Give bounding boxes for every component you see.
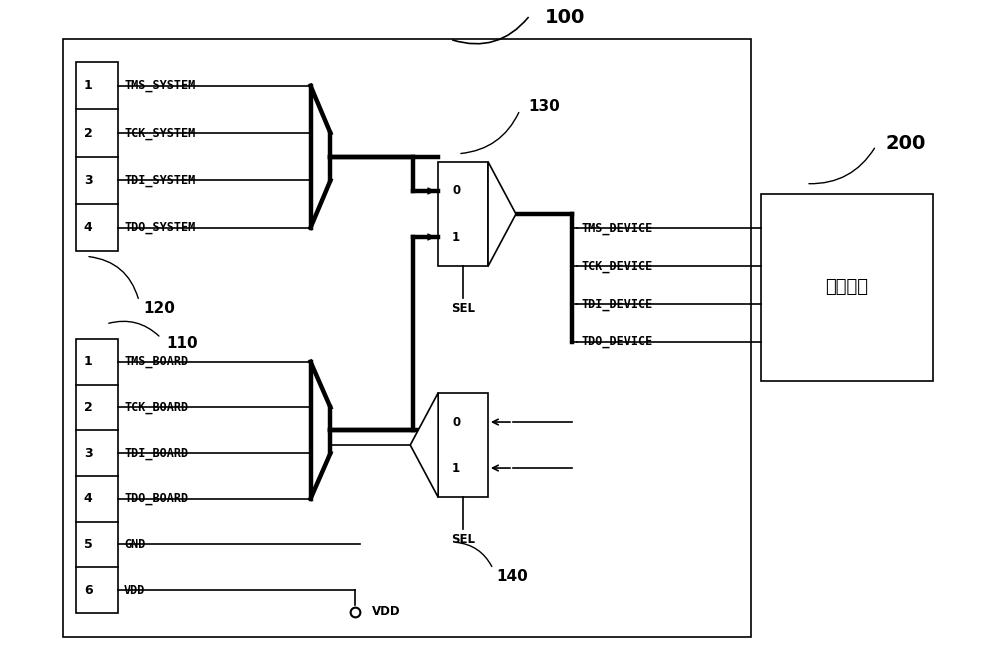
Text: TCK_SYSTEM: TCK_SYSTEM xyxy=(124,127,195,140)
Text: TDI_BOARD: TDI_BOARD xyxy=(124,447,188,460)
Text: TDO_DEVICE: TDO_DEVICE xyxy=(582,336,653,348)
Bar xyxy=(438,393,488,498)
Text: TMS_DEVICE: TMS_DEVICE xyxy=(582,222,653,235)
Bar xyxy=(63,39,751,637)
Text: 0: 0 xyxy=(452,184,460,198)
Text: 5: 5 xyxy=(84,538,93,551)
Text: 3: 3 xyxy=(84,447,92,460)
Text: TMS_BOARD: TMS_BOARD xyxy=(124,355,188,368)
Text: GND: GND xyxy=(124,538,145,551)
Bar xyxy=(76,339,118,613)
Text: TDO_BOARD: TDO_BOARD xyxy=(124,492,188,505)
Bar xyxy=(761,194,933,381)
Text: 待测器件: 待测器件 xyxy=(826,278,869,296)
Text: 140: 140 xyxy=(496,569,528,585)
Text: TCK_DEVICE: TCK_DEVICE xyxy=(582,260,653,273)
Text: TCK_BOARD: TCK_BOARD xyxy=(124,401,188,414)
Text: VDD: VDD xyxy=(124,583,145,597)
Text: SEL: SEL xyxy=(451,533,475,545)
Text: 3: 3 xyxy=(84,174,92,187)
Text: 130: 130 xyxy=(528,99,560,115)
Text: 4: 4 xyxy=(84,492,93,505)
Text: 4: 4 xyxy=(84,221,93,234)
Text: 1: 1 xyxy=(452,230,460,244)
Text: VDD: VDD xyxy=(372,605,401,619)
Text: 100: 100 xyxy=(545,8,585,27)
Text: 110: 110 xyxy=(166,336,198,352)
Polygon shape xyxy=(410,393,438,498)
Text: 1: 1 xyxy=(84,79,93,93)
Text: 0: 0 xyxy=(452,416,460,428)
Text: 2: 2 xyxy=(84,401,93,414)
Text: TDI_DEVICE: TDI_DEVICE xyxy=(582,298,653,310)
Text: 1: 1 xyxy=(452,462,460,475)
Text: 200: 200 xyxy=(886,135,926,153)
Polygon shape xyxy=(488,162,516,266)
Text: SEL: SEL xyxy=(451,302,475,314)
Text: 120: 120 xyxy=(143,300,175,316)
Text: TMS_SYSTEM: TMS_SYSTEM xyxy=(124,79,195,93)
Bar xyxy=(76,62,118,251)
Text: 2: 2 xyxy=(84,127,93,140)
Text: 1: 1 xyxy=(84,355,93,368)
Text: TDO_SYSTEM: TDO_SYSTEM xyxy=(124,221,195,234)
Text: TDI_SYSTEM: TDI_SYSTEM xyxy=(124,174,195,187)
Bar xyxy=(438,162,488,266)
Text: 6: 6 xyxy=(84,583,92,597)
